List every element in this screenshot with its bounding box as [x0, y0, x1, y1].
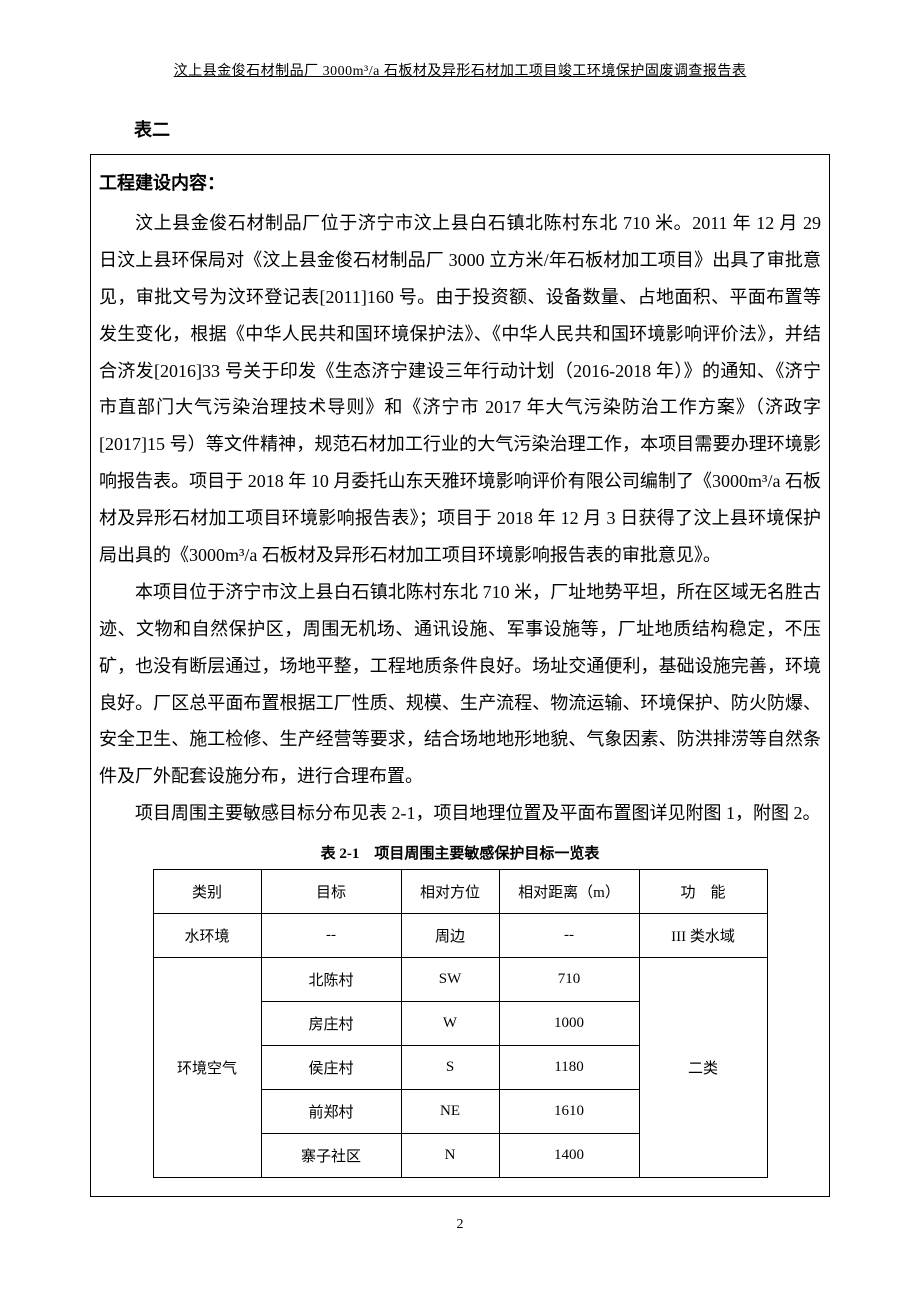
col-distance: 相对距离（m）: [499, 870, 639, 914]
col-target: 目标: [261, 870, 401, 914]
cell-distance: 1000: [499, 1002, 639, 1046]
paragraph-1: 汶上县金俊石材制品厂位于济宁市汶上县白石镇北陈村东北 710 米。2011 年 …: [99, 205, 821, 574]
table-row: 环境空气 北陈村 SW 710 二类: [153, 958, 767, 1002]
cell-direction: SW: [401, 958, 499, 1002]
cell-direction: N: [401, 1134, 499, 1178]
cell-category: 环境空气: [153, 958, 261, 1178]
col-function: 功 能: [639, 870, 767, 914]
page-header-title: 汶上县金俊石材制品厂 3000m³/a 石板材及异形石材加工项目竣工环境保护固废…: [90, 60, 830, 80]
cell-target: 房庄村: [261, 1002, 401, 1046]
cell-target: 寨子社区: [261, 1134, 401, 1178]
table-row: 水环境 -- 周边 -- III 类水域: [153, 914, 767, 958]
col-direction: 相对方位: [401, 870, 499, 914]
cell-function: 二类: [639, 958, 767, 1178]
cell-distance: --: [499, 914, 639, 958]
col-category: 类别: [153, 870, 261, 914]
cell-target: 北陈村: [261, 958, 401, 1002]
cell-distance: 710: [499, 958, 639, 1002]
table-caption: 表 2-1 项目周围主要敏感保护目标一览表: [99, 842, 821, 863]
paragraph-3: 项目周围主要敏感目标分布见表 2-1，项目地理位置及平面布置图详见附图 1，附图…: [99, 795, 821, 832]
cell-category: 水环境: [153, 914, 261, 958]
cell-distance: 1400: [499, 1134, 639, 1178]
cell-direction: 周边: [401, 914, 499, 958]
subsection-title: 工程建设内容：: [99, 169, 821, 195]
cell-direction: S: [401, 1046, 499, 1090]
cell-distance: 1610: [499, 1090, 639, 1134]
cell-distance: 1180: [499, 1046, 639, 1090]
content-box: 工程建设内容： 汶上县金俊石材制品厂位于济宁市汶上县白石镇北陈村东北 710 米…: [90, 154, 830, 1197]
cell-target: 侯庄村: [261, 1046, 401, 1090]
page-number: 2: [90, 1217, 830, 1233]
section-label: 表二: [134, 116, 830, 142]
paragraph-2: 本项目位于济宁市汶上县白石镇北陈村东北 710 米，厂址地势平坦，所在区域无名胜…: [99, 574, 821, 795]
table-header-row: 类别 目标 相对方位 相对距离（m） 功 能: [153, 870, 767, 914]
cell-function: III 类水域: [639, 914, 767, 958]
cell-direction: NE: [401, 1090, 499, 1134]
cell-target: 前郑村: [261, 1090, 401, 1134]
cell-direction: W: [401, 1002, 499, 1046]
cell-target: --: [261, 914, 401, 958]
sensitive-targets-table: 类别 目标 相对方位 相对距离（m） 功 能 水环境 -- 周边 -- III …: [153, 869, 768, 1178]
